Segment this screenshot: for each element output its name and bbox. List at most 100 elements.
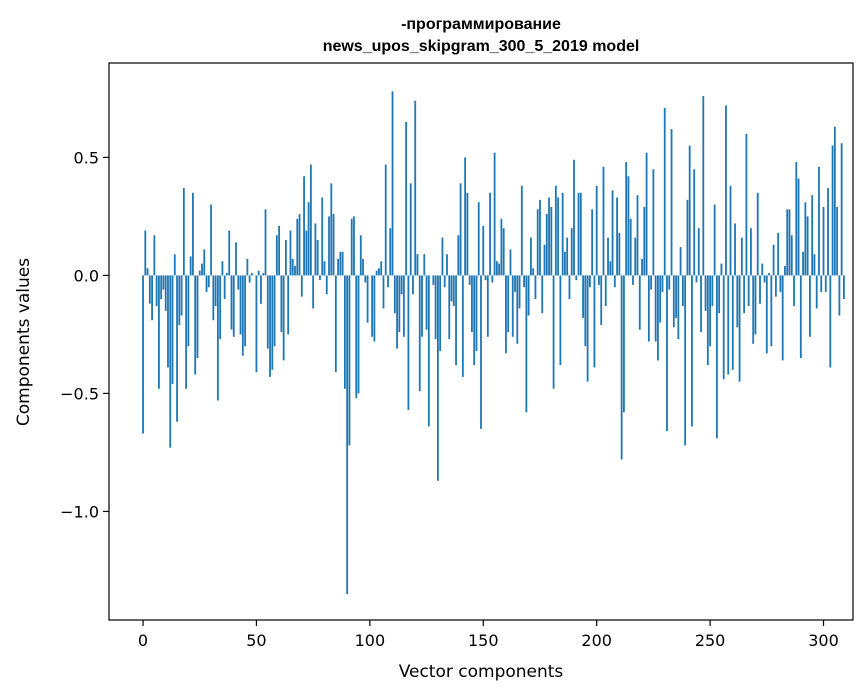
bar [407,275,410,410]
bar [750,228,752,276]
bar [786,209,789,276]
bar [738,275,741,382]
bar [382,275,385,309]
bar [768,273,770,276]
bar [178,275,181,325]
bar [539,199,541,276]
bar [747,275,750,307]
bar [579,192,582,276]
y-axis-title: Components values [14,258,34,426]
bar [344,275,346,389]
bar [384,164,387,276]
bar [402,275,405,337]
bar [309,164,312,276]
bar [600,275,603,325]
bar [777,232,780,276]
bar [620,275,623,460]
bar [192,192,194,276]
bar [461,275,464,377]
bar [666,275,668,432]
bar [650,275,653,290]
bar [799,275,802,359]
bar [321,197,324,276]
bar [514,275,516,292]
bar [167,275,169,368]
bar [745,133,748,276]
bar [189,256,192,276]
bar [248,275,251,283]
bar [228,230,231,276]
bar [414,100,417,276]
bar [362,258,364,276]
bar [314,223,317,276]
bar [323,261,326,276]
bar [716,275,718,439]
bar [582,275,584,318]
bar [552,275,555,389]
chart-title-line1: -программирование [401,16,561,33]
bar [820,275,823,292]
bar [418,275,421,392]
bar [455,275,457,366]
bar [210,204,212,276]
bar [843,275,845,300]
bar [341,251,344,276]
bar [196,275,199,359]
x-tick-label: 100 [355,631,386,650]
bar [307,202,310,276]
bar [203,249,206,276]
bar [164,275,167,311]
bar [790,235,793,276]
bar [423,254,426,276]
bar [802,251,804,276]
bar [781,275,784,361]
bar [300,275,303,297]
bar [593,275,596,368]
bar [706,275,709,366]
bar [273,275,276,347]
bar [677,275,680,340]
bar [695,275,698,283]
x-tick-label: 0 [138,631,148,650]
bar [804,202,807,276]
bar [212,275,215,321]
bar [788,209,791,276]
bar [518,275,521,309]
bar [759,275,761,304]
bar [586,275,589,382]
bar [312,275,315,309]
bar [334,275,337,373]
bar [271,275,274,370]
bar [616,197,618,276]
bar [824,275,827,292]
y-axis-ticks: −1.0 −0.5 0.0 0.5 [60,148,109,521]
bar [765,275,768,354]
bar [618,232,621,276]
bar [752,275,755,344]
bar [244,275,246,347]
bar [364,275,367,283]
bar [294,265,296,276]
bar [609,261,612,276]
bar [169,275,172,448]
bar [691,275,693,427]
bar [530,237,532,276]
bar [577,192,580,276]
bar [232,275,235,337]
bar [371,275,374,337]
bar [684,275,687,446]
bar [711,275,714,307]
bar [697,228,700,276]
bar [811,195,814,276]
bar [427,275,430,427]
bar [661,275,664,292]
plot-frame [108,62,854,621]
bar [829,275,832,368]
bar [629,218,632,276]
bar [668,275,671,290]
bar [727,275,730,375]
bar [718,275,721,314]
bar [604,275,607,307]
bar [557,197,560,276]
